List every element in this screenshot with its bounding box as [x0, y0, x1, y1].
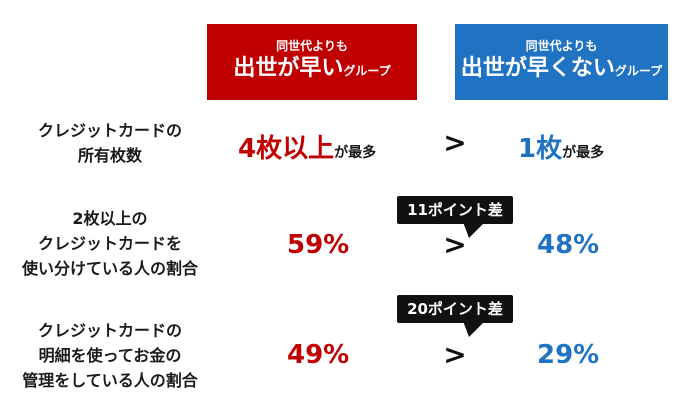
header-fast-title: 出世が早いグループ	[233, 54, 390, 86]
comparator-greater-than: >	[443, 338, 467, 371]
slow-card-count-suffix: が最多	[562, 145, 605, 161]
header-fast-subtitle: 同世代よりも	[276, 39, 348, 53]
fast-card-count-value: 4枚以上	[238, 134, 335, 164]
row-label-line: 明細を使ってお金の	[38, 346, 182, 365]
row-label-line: クレジットカードの	[37, 121, 182, 140]
header-slow-title: 出世が早くないグループ	[461, 54, 662, 86]
fast-multi-card-percent: 59%	[287, 230, 350, 260]
header-slow-title-suffix: グループ	[614, 64, 663, 78]
fast-card-count: 4枚以上が最多	[238, 128, 376, 165]
row-label-line: 所有枚数	[77, 146, 142, 165]
slow-statement-percent: 29%	[537, 340, 600, 370]
diff-callout-11: 11ポイント差	[397, 196, 513, 224]
row-label-statement-management: クレジットカードの 明細を使ってお金の 管理をしている人の割合	[10, 318, 210, 393]
row-label-line: 2枚以上の	[72, 209, 148, 228]
row-label-multi-card-usage: 2枚以上の クレジットカードを 使い分けている人の割合	[10, 206, 210, 281]
header-slow-subtitle: 同世代よりも	[525, 39, 598, 53]
row-label-line: クレジットカードを	[37, 234, 182, 253]
comparator-greater-than: >	[443, 228, 467, 261]
row-label-line: クレジットカードの	[37, 321, 182, 340]
header-fast-title-suffix: グループ	[343, 64, 391, 78]
fast-card-count-suffix: が最多	[334, 145, 377, 161]
header-fast-group: 同世代よりも 出世が早いグループ	[207, 24, 417, 100]
comparator-greater-than: >	[443, 126, 467, 159]
fast-statement-percent: 49%	[287, 340, 350, 370]
slow-card-count-value: 1枚	[518, 134, 563, 164]
row-label-card-count: クレジットカードの 所有枚数	[10, 118, 210, 168]
diff-callout-20: 20ポイント差	[397, 295, 513, 323]
callout-tail-icon	[463, 222, 485, 238]
row-label-line: 使い分けている人の割合	[21, 259, 198, 278]
header-fast-title-main: 出世が早い	[233, 56, 344, 81]
slow-multi-card-percent: 48%	[537, 230, 600, 260]
callout-tail-icon	[463, 321, 485, 337]
slow-card-count: 1枚が最多	[518, 128, 604, 165]
header-slow-group: 同世代よりも 出世が早くないグループ	[455, 24, 668, 100]
header-slow-title-main: 出世が早くない	[460, 56, 615, 81]
row-label-line: 管理をしている人の割合	[22, 371, 198, 390]
